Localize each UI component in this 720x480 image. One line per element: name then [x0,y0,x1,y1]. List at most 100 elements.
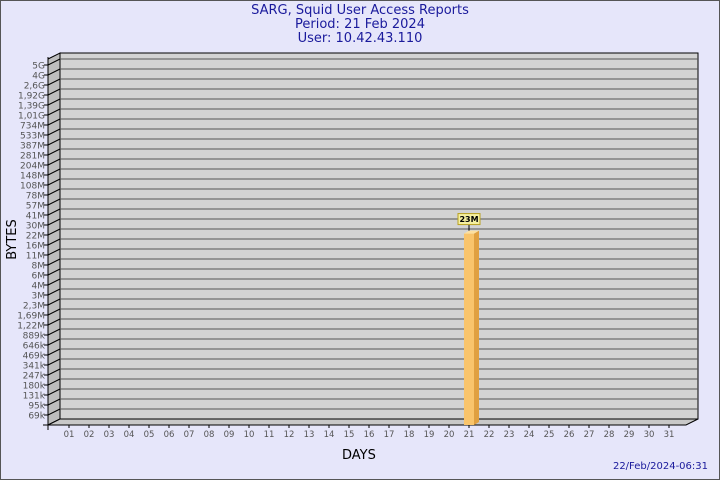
y-tick-diag [47,238,61,246]
y-tick-diag [47,298,61,306]
y-tick-label: 131k [23,392,46,402]
y-tick-label: 1,92G [18,92,45,102]
y-tick-label: 387M [20,142,45,152]
x-tick-label: 12 [284,430,295,440]
y-tick-diag [47,338,61,346]
side-wall [47,52,61,426]
x-tick-label: 03 [104,430,115,440]
y-tick-label: 2,6G [24,82,45,92]
y-tick-diag [47,138,61,146]
x-tick-label: 01 [64,430,75,440]
y-tick-diag [47,88,61,96]
y-tick-diag [47,368,61,376]
x-tick-label: 15 [344,430,355,440]
chart-user: User: 10.42.43.110 [297,31,423,46]
x-tick-label: 23 [504,430,515,440]
y-tick-diag [47,398,61,406]
y-tick-diag [47,288,61,296]
y-tick-label: 4G [32,72,45,82]
y-tick-diag [47,128,61,136]
y-tick-diag [47,378,61,386]
x-tick-label: 25 [544,430,555,440]
x-axis-label: DAYS [342,448,376,463]
y-tick-diag [47,388,61,396]
y-tick-label: 734M [20,122,45,132]
y-tick-diag [47,178,61,186]
x-tick-label: 13 [304,430,315,440]
y-tick-diag [47,98,61,106]
y-tick-diag [47,268,61,276]
y-tick-label: 30M [26,222,45,232]
x-tick-label: 02 [84,430,95,440]
x-tick-label: 19 [424,430,435,440]
x-tick-label: 18 [404,430,415,440]
y-tick-label: 148M [20,172,45,182]
y-tick-label: 57M [26,202,45,212]
x-tick-label: 27 [584,430,595,440]
y-tick-label: 95k [28,402,45,412]
y-tick-label: 341k [23,362,46,372]
y-tick-label: 1,01G [18,112,45,122]
y-tick-label: 204M [20,162,45,172]
y-tick-diag [47,318,61,326]
y-tick-diag [47,168,61,176]
y-tick-label: 41M [26,212,45,222]
y-tick-label: 108M [20,182,45,192]
y-tick-label: 3M [32,292,46,302]
y-tick-label: 281M [20,152,45,162]
x-tick-label: 30 [644,430,655,440]
y-tick-label: 247k [23,372,46,382]
y-tick-label: 22M [26,232,45,242]
y-tick-label: 646k [23,342,46,352]
x-tick-label: 20 [444,430,455,440]
x-tick-label: 04 [124,430,135,440]
x-tick-label: 16 [364,430,375,440]
x-tick-label: 21 [464,430,475,440]
y-tick-label: 5G [32,62,45,72]
x-tick-label: 08 [204,430,215,440]
y-tick-label: 4M [32,282,46,292]
bar-front [464,233,474,425]
x-tick-label: 17 [384,430,395,440]
y-tick-diag [47,348,61,356]
y-tick-diag [47,158,61,166]
back-wall [59,52,699,420]
x-tick-label: 26 [564,430,575,440]
y-tick-diag [47,108,61,116]
y-tick-diag [47,218,61,226]
y-tick-label: 180k [23,382,46,392]
bar-value-label: 23M [459,215,478,224]
y-tick-diag [47,358,61,366]
timestamp: 22/Feb/2024-06:31 [612,461,708,472]
y-tick-label: 11M [26,252,45,262]
x-tick-label: 07 [184,430,195,440]
y-tick-label: 1,69M [17,312,45,322]
floor [47,418,699,426]
y-tick-diag [47,68,61,76]
y-tick-diag [47,188,61,196]
y-tick-diag [47,258,61,266]
y-tick-label: 69k [28,412,45,422]
y-tick-label: 533M [20,132,45,142]
y-tick-label: 16M [26,242,45,252]
x-tick-label: 05 [144,430,155,440]
y-tick-diag [47,278,61,286]
y-tick-diag [47,208,61,216]
y-tick-label: 1,22M [17,322,45,332]
x-tick-label: 10 [244,430,255,440]
x-tick-label: 22 [484,430,495,440]
x-tick-label: 24 [524,430,535,440]
y-tick-label: 78M [26,192,45,202]
x-tick-label: 29 [624,430,635,440]
y-tick-diag [47,248,61,256]
y-tick-label: 469k [23,352,46,362]
y-tick-diag [47,408,61,416]
chart-period: Period: 21 Feb 2024 [295,17,425,32]
y-tick-diag [47,198,61,206]
y-tick-diag [47,58,61,66]
chart-title: SARG, Squid User Access Reports [251,3,469,18]
bar-side [474,230,479,425]
y-tick-diag [47,308,61,316]
x-tick-label: 09 [224,430,235,440]
